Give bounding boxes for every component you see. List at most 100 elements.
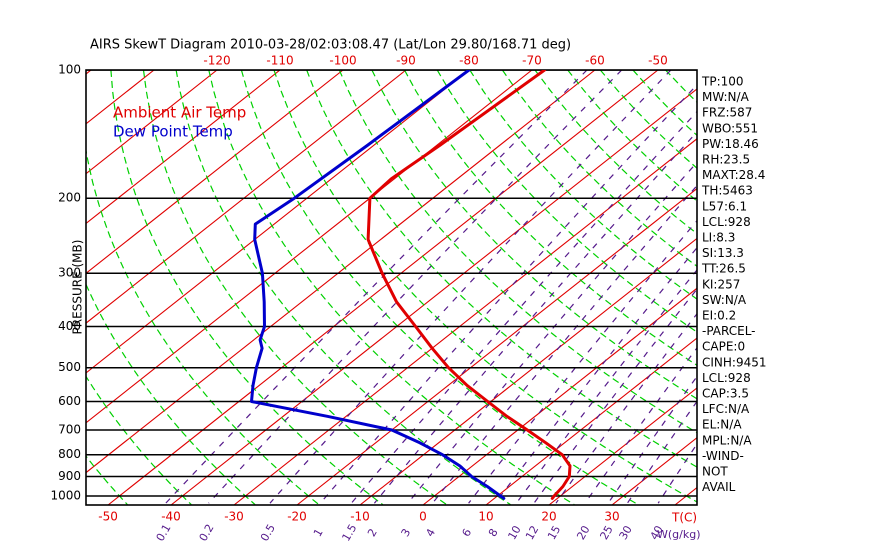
- isotherm-line: [359, 237, 697, 505]
- isotherm-line: [86, 70, 281, 225]
- info-panel-item: EL:N/A: [702, 418, 742, 432]
- bottom-temp-tick-label: -20: [287, 510, 307, 524]
- isotherm-line: [86, 70, 407, 324]
- pressure-tick-label: 800: [58, 447, 81, 461]
- top-temp-tick-label: -90: [396, 54, 416, 68]
- mixing-ratio-line: [555, 312, 697, 504]
- isotherm-line: [548, 387, 697, 505]
- isotherm-line: [233, 138, 697, 505]
- isotherm-line: [485, 337, 697, 505]
- info-panel-item: RH:23.5: [702, 153, 750, 167]
- legend-dew-point-temp: Dew Point Temp: [113, 123, 233, 141]
- dry-adiabat-line: [469, 70, 697, 300]
- top-temp-tick-label: -120: [203, 54, 230, 68]
- info-panel-item: NOT: [702, 465, 728, 479]
- bottom-temp-tick-label: -30: [224, 510, 244, 524]
- info-panel-item: LCL:928: [702, 371, 751, 385]
- top-temp-tick-label: -50: [648, 54, 668, 68]
- mixing-ratio-line: [269, 70, 672, 504]
- info-panel-item: AVAIL: [702, 480, 736, 494]
- isotherm-line: [86, 70, 533, 424]
- isotherm-line: [86, 70, 596, 474]
- dry-adiabat-line: [403, 70, 697, 367]
- pressure-tick-label: 300: [58, 266, 81, 280]
- dry-adiabat-line: [110, 70, 384, 505]
- mixing-ratio-line: [319, 83, 697, 504]
- info-panel-item: TH:5463: [701, 184, 753, 198]
- bottom-temp-tick-label: 0: [419, 510, 427, 524]
- bottom-temp-tick-label: 30: [604, 510, 619, 524]
- y-axis-label: PRESSURE (MB): [71, 240, 85, 335]
- dry-adiabat-line: [86, 282, 256, 505]
- bottom-temp-tick-label: -50: [98, 510, 118, 524]
- isotherm-line: [170, 88, 697, 505]
- bottom-temp-tick-label: -40: [161, 510, 181, 524]
- info-panel-item: CINH:9451: [702, 355, 767, 369]
- pressure-tick-label: 200: [58, 191, 81, 205]
- mixing-ratio-line: [584, 346, 697, 504]
- info-panel-item: -WIND-: [702, 449, 744, 463]
- info-panel-item: LCL:928: [702, 215, 751, 229]
- info-panel-item: L57:6.1: [702, 199, 747, 213]
- mixing-ratio-tick-label: 30: [617, 523, 635, 542]
- mixing-ratio-tick-label: 15: [545, 523, 563, 542]
- plot-frame: [85, 69, 698, 506]
- bottom-temp-tick-label: -10: [350, 510, 370, 524]
- isotherm-line: [422, 287, 697, 505]
- info-panel-item: CAPE:0: [702, 340, 745, 354]
- pressure-tick-label: 1000: [50, 488, 81, 502]
- mixing-ratio-line: [494, 246, 697, 504]
- bottom-temp-tick-label: 20: [541, 510, 556, 524]
- mixing-ratio-line: [515, 268, 697, 504]
- dry-adiabat-line: [501, 70, 697, 268]
- mixing-ratio-tick-label: 20: [574, 523, 592, 542]
- mixing-ratio-line: [657, 442, 697, 504]
- isotherm-line: [107, 70, 659, 505]
- pressure-tick-label: 700: [58, 422, 81, 436]
- mixing-ratio-line: [373, 130, 697, 504]
- info-panel-item: MW:N/A: [702, 90, 750, 104]
- top-temp-tick-label: -110: [266, 54, 293, 68]
- isotherm-line: [296, 187, 697, 505]
- dry-adiabat-line: [306, 70, 697, 468]
- grid-lines-layer: [86, 70, 697, 505]
- pressure-tick-label: 400: [58, 319, 81, 333]
- info-panel-item: CAP:3.5: [702, 387, 749, 401]
- sounding-curves-layer: [250, 70, 572, 500]
- isotherm-line: [86, 70, 218, 175]
- info-panel-item: LFC:N/A: [702, 402, 750, 416]
- dry-adiabat-line: [175, 70, 511, 505]
- info-panel-item: TT:26.5: [701, 262, 746, 276]
- pressure-tick-label: 100: [58, 63, 81, 77]
- x-axis-label-mixing-ratio: W(g/kg): [657, 528, 701, 541]
- isotherm-line: [86, 70, 470, 374]
- pressure-tick-label: 900: [58, 469, 81, 483]
- page-title: AIRS SkewT Diagram 2010-03-28/02:03:08.4…: [90, 38, 571, 53]
- info-panel-item: SW:N/A: [702, 293, 747, 307]
- legend-ambient-air-temp: Ambient Air Temp: [113, 104, 246, 122]
- dry-adiabat-line: [142, 70, 447, 505]
- mixing-ratio-tick-label: 12: [523, 523, 541, 542]
- bottom-temp-tick-label: 10: [478, 510, 493, 524]
- mixing-ratio-line: [607, 375, 697, 504]
- info-panel-item: LI:8.3: [702, 231, 735, 245]
- mixing-ratio-line: [208, 70, 623, 504]
- dry-adiabat-line: [86, 455, 128, 505]
- info-panel-item: SI:13.3: [702, 246, 744, 260]
- info-panel-item: WBO:551: [702, 121, 758, 135]
- dry-adiabat-line: [86, 147, 320, 505]
- dry-adiabat-line: [86, 375, 192, 505]
- dry-adiabat-line: [240, 70, 639, 505]
- top-temp-tick-label: -100: [329, 54, 356, 68]
- isotherm-line: [86, 70, 344, 275]
- info-panel-item: MAXT:28.4: [702, 168, 765, 182]
- info-panel-item: EI:0.2: [702, 309, 736, 323]
- sounding-curve-dewpoint: [250, 70, 506, 500]
- mixing-ratio-line: [350, 110, 697, 504]
- pressure-tick-label: 500: [58, 360, 81, 374]
